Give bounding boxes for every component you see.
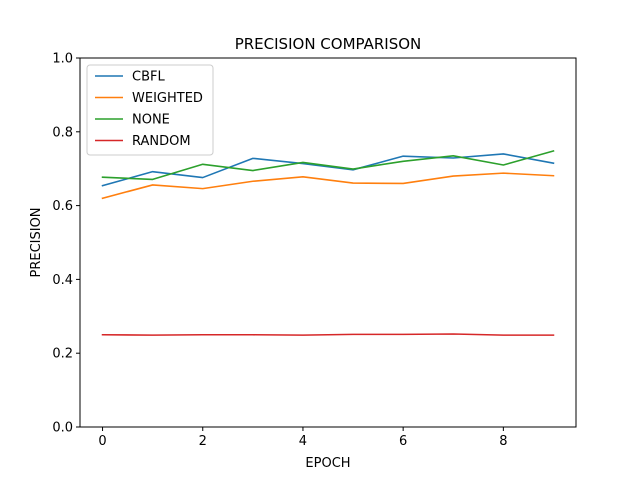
series-line-weighted [101,172,555,200]
y-tick-label: 0.0 [52,421,73,436]
series-line-cbfl [101,153,555,187]
x-axis-label: EPOCH [305,456,350,471]
x-axis-ticks: 0 2 4 6 8 [98,427,507,449]
series-line-none [101,150,555,181]
series-line-random [101,333,555,336]
x-tick-label: 4 [299,434,307,449]
y-axis-label: PRECISION [29,207,44,277]
x-tick-label: 2 [199,434,207,449]
plot-frame [79,57,577,428]
y-tick-label: 0.2 [52,347,73,362]
y-tick-label: 0.6 [52,199,73,214]
y-tick-label: 0.8 [52,125,73,140]
x-tick-label: 6 [399,434,407,449]
y-tick-label: 0.4 [52,273,73,288]
y-tick-label: 1.0 [52,52,73,67]
legend: CBFL WEIGHTED NONE RANDOM [86,64,214,156]
legend-box [86,64,214,156]
series-layer [101,150,555,336]
x-tick-label: 8 [499,434,507,449]
legend-label-weighted: WEIGHTED [132,91,203,106]
x-tick-label: 0 [98,434,106,449]
legend-label-random: RANDOM [132,134,191,149]
chart-title: PRECISION COMPARISON [235,35,422,53]
legend-label-none: NONE [132,113,170,128]
y-axis-ticks: 0.0 0.2 0.4 0.6 0.8 1.0 [52,52,80,436]
legend-label-cbfl: CBFL [132,70,165,85]
